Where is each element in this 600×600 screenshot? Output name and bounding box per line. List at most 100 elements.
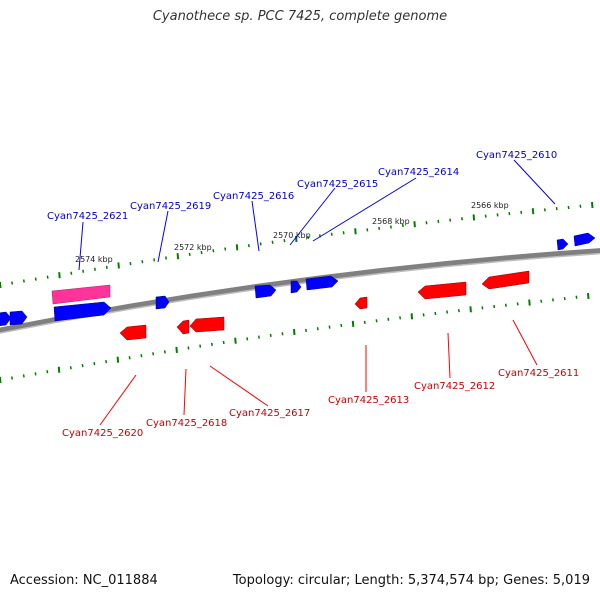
scale-tick bbox=[153, 258, 156, 262]
gene-arrow-forward[interactable] bbox=[155, 295, 170, 310]
gene-arrow-reverse[interactable] bbox=[417, 281, 467, 300]
gene-arrow-forward[interactable] bbox=[305, 275, 339, 291]
scale-tick bbox=[283, 238, 286, 243]
genome-summary-text: Topology: circular; Length: 5,374,574 bp… bbox=[232, 573, 590, 588]
gene-arrow-forward[interactable] bbox=[573, 232, 596, 247]
scale-tick bbox=[375, 319, 378, 323]
scale-tick bbox=[366, 228, 369, 232]
gene-label[interactable]: Cyan7425_2619 bbox=[130, 201, 211, 212]
gene-label[interactable]: Cyan7425_2618 bbox=[146, 418, 227, 429]
scale-tick bbox=[413, 221, 416, 228]
scale-label: 2566 kbp bbox=[471, 201, 509, 210]
scale-tick bbox=[579, 204, 582, 208]
scale-tick bbox=[378, 226, 381, 230]
scale-tick bbox=[520, 210, 523, 215]
scale-tick bbox=[82, 269, 85, 273]
scale-tick bbox=[246, 337, 249, 341]
scale-tick bbox=[496, 213, 499, 217]
gene-arrow-forward[interactable] bbox=[556, 238, 569, 251]
scale-tick bbox=[575, 295, 578, 299]
scale-tick bbox=[422, 313, 425, 317]
scale-tick bbox=[11, 281, 14, 285]
reverse-genes bbox=[119, 270, 530, 341]
gene-arrow-reverse[interactable] bbox=[354, 296, 368, 310]
scale-tick bbox=[187, 346, 190, 350]
forward-genes bbox=[0, 232, 596, 327]
scale-tick bbox=[105, 360, 108, 364]
scale-tick bbox=[200, 250, 203, 255]
scale-tick bbox=[399, 316, 402, 320]
gene-arrow-forward[interactable] bbox=[254, 284, 277, 299]
scale-tick bbox=[587, 292, 590, 300]
gene-label[interactable]: Cyan7425_2612 bbox=[414, 381, 495, 392]
scale-tick bbox=[210, 342, 213, 346]
scale-tick bbox=[257, 335, 260, 339]
gene-label[interactable]: Cyan7425_2617 bbox=[229, 408, 310, 419]
scale-tick bbox=[81, 364, 84, 368]
scale-tick bbox=[461, 217, 463, 221]
scale-tick bbox=[351, 320, 355, 327]
scale-tick bbox=[34, 277, 37, 281]
leader-line bbox=[312, 177, 417, 242]
scale-tick bbox=[305, 328, 307, 332]
scale-tick bbox=[259, 242, 262, 246]
gene-arrow-forward[interactable] bbox=[290, 280, 302, 294]
scale-tick bbox=[281, 332, 284, 336]
scale-tick bbox=[551, 298, 554, 302]
leader-line bbox=[447, 332, 451, 379]
gene-arrow-highlight[interactable] bbox=[51, 284, 111, 305]
reverse-label-leaders bbox=[99, 319, 538, 426]
scale-tick bbox=[446, 310, 449, 314]
scale-tick bbox=[269, 333, 272, 338]
accession-text: Accession: NC_011884 bbox=[10, 573, 158, 588]
scale-tick bbox=[342, 231, 345, 235]
leader-line bbox=[251, 200, 260, 252]
scale-tick bbox=[11, 376, 13, 380]
scale-ticks-reverse bbox=[0, 292, 590, 384]
leader-line bbox=[78, 221, 84, 271]
scale-tick bbox=[199, 344, 202, 348]
gene-label[interactable]: Cyan7425_2621 bbox=[47, 211, 128, 222]
scale-label: 2568 kbp bbox=[372, 217, 410, 226]
leader-line bbox=[183, 368, 187, 416]
scale-tick bbox=[234, 337, 237, 344]
gene-arrow-forward[interactable] bbox=[0, 311, 12, 327]
scale-tick bbox=[129, 261, 132, 266]
scale-tick bbox=[307, 235, 310, 240]
scale-tick bbox=[389, 225, 392, 229]
gene-label[interactable]: Cyan7425_2615 bbox=[297, 179, 378, 190]
gene-arrow-reverse[interactable] bbox=[119, 324, 147, 341]
gene-label[interactable]: Cyan7425_2610 bbox=[476, 150, 557, 161]
scale-tick bbox=[22, 374, 25, 378]
scale-tick bbox=[493, 304, 496, 309]
scale-tick bbox=[0, 376, 2, 384]
gene-label[interactable]: Cyan7425_2620 bbox=[62, 428, 143, 439]
gene-arrow-reverse[interactable] bbox=[176, 319, 190, 335]
scale-tick bbox=[437, 219, 440, 224]
scale-tick bbox=[472, 214, 476, 221]
scale-tick bbox=[449, 218, 452, 222]
map-title: Cyanothece sp. PCC 7425, complete genome bbox=[152, 9, 448, 24]
gene-label[interactable]: Cyan7425_2614 bbox=[378, 167, 459, 178]
gene-arrow-reverse[interactable] bbox=[189, 316, 225, 333]
scale-label: 2572 kbp bbox=[174, 243, 212, 252]
scale-tick bbox=[340, 323, 343, 328]
scale-tick bbox=[70, 271, 73, 275]
scale-tick bbox=[528, 299, 531, 306]
gene-arrow-forward[interactable] bbox=[9, 310, 28, 326]
reverse-gene-labels: Cyan7425_2620 Cyan7425_2618 Cyan7425_261… bbox=[62, 368, 579, 439]
gene-arrow-forward[interactable] bbox=[53, 301, 112, 322]
scale-tick bbox=[93, 267, 96, 271]
scale-tick bbox=[591, 201, 594, 209]
scale-tick bbox=[555, 207, 558, 211]
gene-label[interactable]: Cyan7425_2611 bbox=[498, 368, 579, 379]
gene-label[interactable]: Cyan7425_2616 bbox=[213, 191, 294, 202]
scale-tick bbox=[212, 249, 215, 253]
gene-label[interactable]: Cyan7425_2613 bbox=[328, 395, 409, 406]
scale-tick bbox=[410, 313, 414, 320]
scale-tick bbox=[457, 309, 460, 313]
scale-tick bbox=[34, 372, 37, 376]
gene-arrow-reverse[interactable] bbox=[481, 270, 530, 290]
